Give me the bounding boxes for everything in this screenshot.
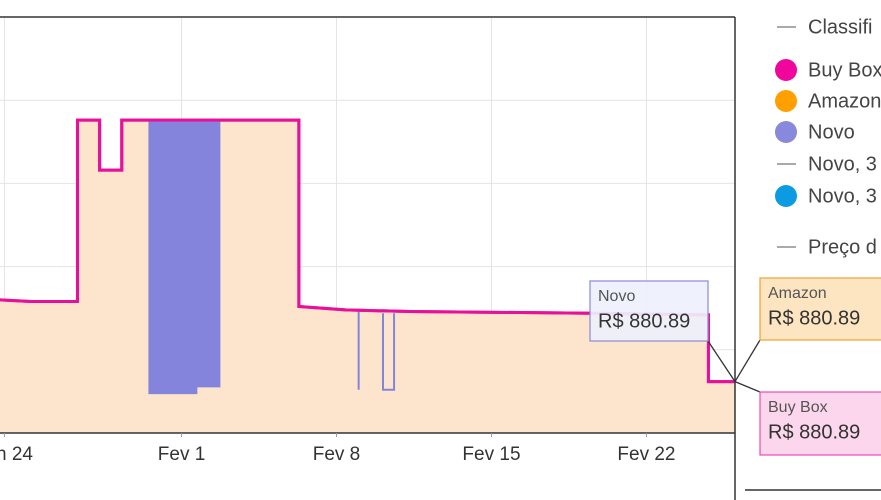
series-line — [381, 313, 396, 391]
legend-dot — [775, 90, 797, 112]
tooltip-price: R$ 880.89 — [768, 421, 860, 443]
legend-dot — [775, 185, 797, 207]
legend-label: Novo — [808, 121, 855, 143]
legend: Classifi Buy Box Amazon Novo Novo, 3 Novo, 3 P… — [775, 16, 881, 258]
tooltip-box — [759, 391, 881, 456]
tooltip-label: Novo — [598, 288, 635, 305]
tooltip-connector — [734, 339, 761, 382]
legend-label: Amazon — [808, 90, 881, 112]
tooltip-price: R$ 880.89 — [598, 310, 690, 332]
legend-label: Classifi — [808, 16, 872, 38]
tooltip-connector — [734, 380, 761, 393]
legend-label: Preço d — [808, 236, 877, 258]
x-tick-label: Fev 15 — [462, 444, 520, 465]
tooltip-connector — [707, 340, 736, 382]
tooltip-label: Amazon — [768, 285, 827, 302]
x-tick-label: Fev 1 — [158, 444, 206, 465]
tooltip-price: R$ 880.89 — [768, 307, 860, 329]
x-tick-label: Fev 8 — [313, 444, 361, 465]
legend-label: Novo, 3 — [808, 153, 877, 175]
tooltip-box — [589, 280, 709, 342]
legend-label: Buy Box — [808, 59, 881, 81]
tooltip-label: Buy Box — [768, 399, 828, 416]
series-line — [148, 120, 221, 395]
legend-dot — [775, 59, 797, 81]
x-tick-label: Jan 24 — [0, 444, 33, 465]
legend-label: Novo, 3 — [808, 185, 877, 207]
legend-dot — [775, 121, 797, 143]
x-tick-label: Fev 22 — [617, 444, 675, 465]
tooltip-box — [759, 277, 881, 341]
tooltips: Novo R$ 880.89 Amazon R$ 880.89 Buy Box R$ 88… — [589, 277, 881, 456]
